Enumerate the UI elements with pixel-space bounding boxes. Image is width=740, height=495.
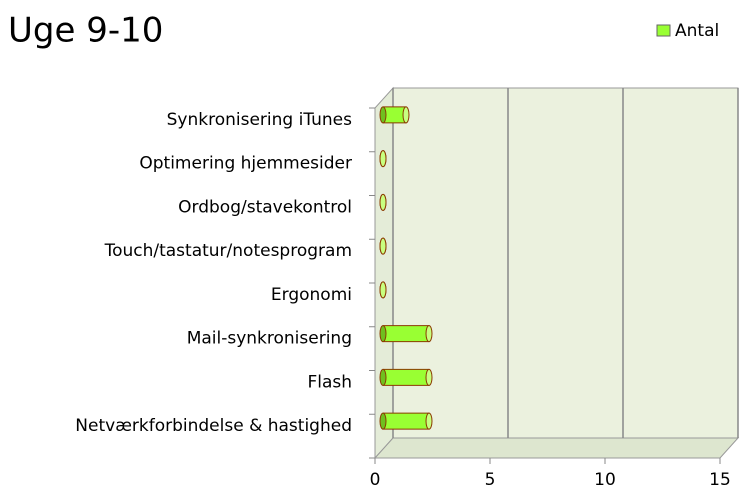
bar-body: [382, 325, 430, 343]
bar-base: [379, 368, 387, 386]
legend-label: Antal: [675, 21, 719, 41]
bar-cap: [425, 412, 433, 430]
side-wall: [374, 86, 394, 460]
y-tick-label: Optimering hjemmesider: [139, 154, 352, 174]
bar: [379, 150, 387, 168]
y-tick-label: Touch/tastatur/notesprogram: [104, 241, 352, 261]
x-tick-label: 0: [370, 470, 381, 490]
bar-cap: [402, 106, 410, 124]
y-tick-label: Mail-synkronisering: [187, 329, 352, 349]
x-tick-label: 10: [594, 470, 616, 490]
bar-base: [379, 412, 387, 430]
bar: [379, 412, 433, 430]
bar-cap: [379, 237, 387, 255]
bar-base: [379, 106, 387, 124]
bar-cap: [379, 150, 387, 168]
bar-body: [382, 412, 430, 430]
bar: [379, 281, 387, 299]
bar: [379, 193, 387, 211]
bar-cap: [425, 368, 433, 386]
bar: [379, 325, 433, 343]
floor: [373, 437, 740, 459]
bar: [379, 368, 433, 386]
bar-base: [379, 325, 387, 343]
bar-cap: [425, 325, 433, 343]
y-tick-label: Flash: [307, 372, 352, 392]
legend-swatch: [656, 24, 671, 37]
bar: [379, 106, 410, 124]
bar-cap: [379, 193, 387, 211]
y-tick-label: Netværkforbindelse & hastighed: [75, 416, 352, 436]
chart-title: Uge 9-10: [8, 11, 163, 51]
bar-body: [382, 368, 430, 386]
y-tick-label: Ordbog/stavekontrol: [178, 197, 352, 217]
back-wall: [392, 87, 739, 439]
y-tick-label: Ergonomi: [271, 285, 352, 305]
x-tick-label: 5: [485, 470, 496, 490]
x-tick-label: 15: [709, 470, 731, 490]
y-tick-label: Synkronisering iTunes: [167, 110, 353, 130]
bar: [379, 237, 387, 255]
bar-cap: [379, 281, 387, 299]
